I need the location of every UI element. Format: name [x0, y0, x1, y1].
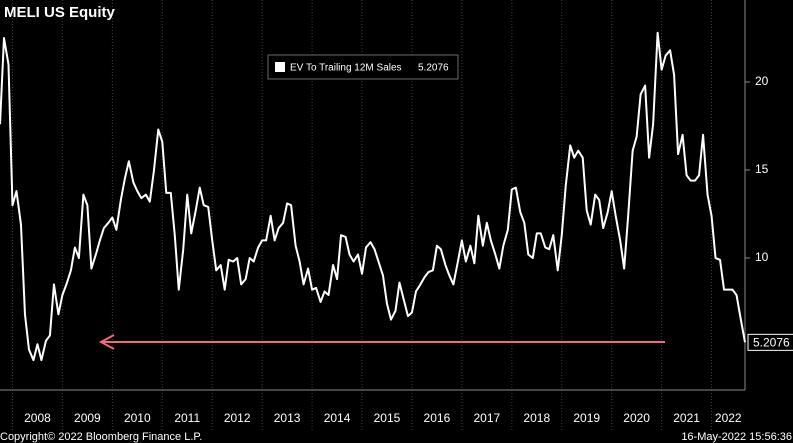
series-line [0, 31, 746, 362]
x-tick-label: 2016 [424, 411, 451, 425]
legend-box [267, 54, 459, 80]
y-tick-label: 15 [755, 162, 769, 176]
y-tick-label: 10 [755, 250, 769, 264]
x-tick-label: 2021 [673, 411, 700, 425]
plot-area [0, 31, 746, 362]
x-tick-label: 2010 [124, 411, 151, 425]
x-tick-label: 2008 [24, 411, 51, 425]
annotation-arrow [98, 334, 665, 350]
legend-label: EV To Trailing 12M Sales [290, 63, 402, 74]
x-tick-label: 2017 [473, 411, 500, 425]
x-tick-label: 2018 [523, 411, 550, 425]
last-value-label: 5.2076 [753, 336, 790, 350]
x-tick-label: 2009 [74, 411, 101, 425]
x-tick-label: 2012 [224, 411, 251, 425]
legend: EV To Trailing 12M Sales 5.2076 [267, 54, 459, 80]
x-tick-label: 2011 [174, 411, 200, 425]
x-tick-label: 2022 [715, 411, 742, 425]
chart-title: MELI US Equity [4, 4, 115, 21]
y-tick-label: 20 [755, 74, 769, 88]
legend-swatch [275, 62, 285, 72]
footer-timestamp: 16-May-2022 15:56:36 [681, 431, 792, 443]
x-tick-label: 2019 [573, 411, 600, 425]
arrow-head [98, 334, 115, 350]
x-tick-label: 2015 [374, 411, 401, 425]
legend-value: 5.2076 [418, 63, 449, 74]
x-tick-label: 2014 [324, 411, 351, 425]
footer-copyright: Copyright© 2022 Bloomberg Finance L.P. [0, 431, 202, 443]
x-tick-label: 2013 [274, 411, 301, 425]
last-value-box [747, 333, 793, 351]
x-tick-label: 2020 [623, 411, 650, 425]
